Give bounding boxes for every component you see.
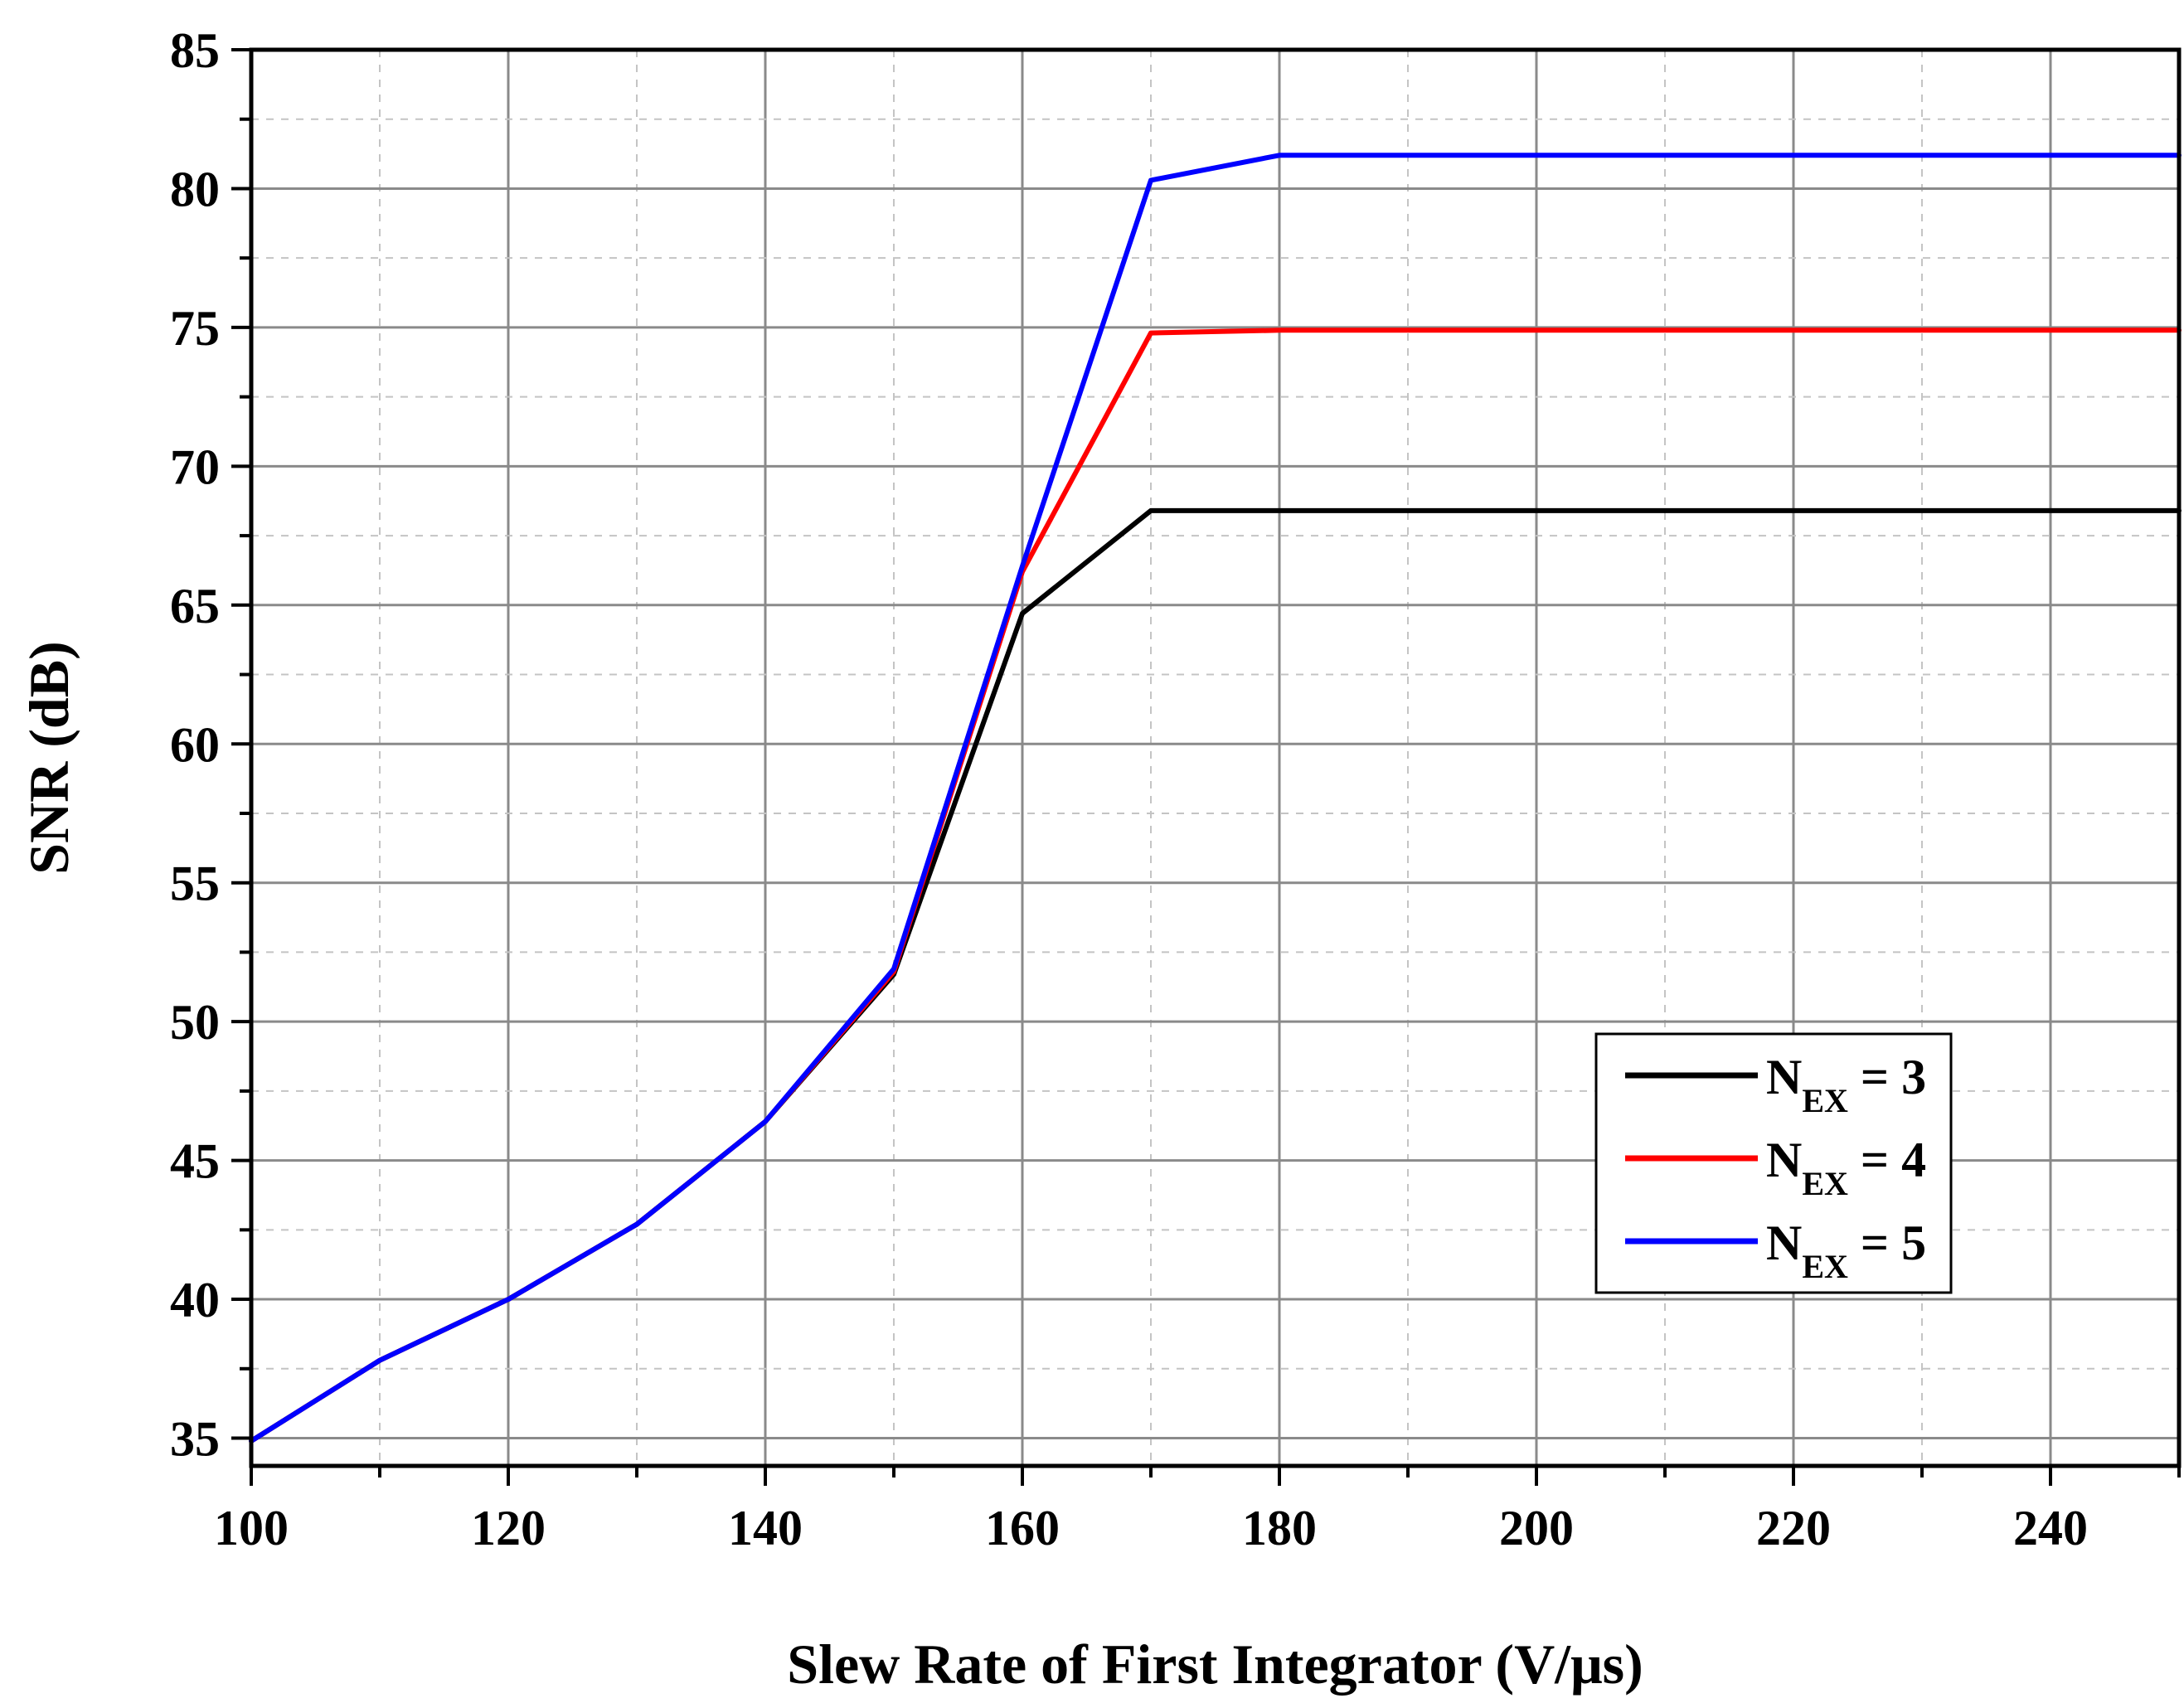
x-tick-label: 160	[985, 1501, 1060, 1555]
y-axis-tick-labels: 35 40 45 50 55 60 65 70 75 80 85	[170, 23, 220, 1467]
y-tick-label: 80	[170, 162, 220, 216]
grid	[251, 50, 2179, 1466]
legend: NEX = 3 NEX = 4 NEX = 5	[1594, 1032, 1953, 1294]
legend-label: NEX = 4	[1766, 1133, 1926, 1202]
x-tick-label: 220	[1756, 1501, 1831, 1555]
y-tick-label: 45	[170, 1134, 220, 1189]
y-tick-label: 60	[170, 717, 220, 772]
axis-ticks	[231, 48, 2181, 1486]
y-tick-label: 40	[170, 1273, 220, 1327]
y-axis-title: SNR (dB)	[17, 641, 80, 875]
x-tick-label: 140	[728, 1501, 803, 1555]
y-tick-label: 50	[170, 995, 220, 1050]
x-tick-label: 180	[1242, 1501, 1317, 1555]
y-tick-label: 85	[170, 23, 220, 78]
x-axis-title: Slew Rate of First Integrator (V/μs)	[787, 1633, 1643, 1696]
y-tick-label: 55	[170, 856, 220, 911]
x-axis-tick-labels: 100 120 140 160 180 200 220 240	[214, 1501, 2088, 1555]
legend-label: NEX = 3	[1766, 1050, 1926, 1119]
y-tick-label: 70	[170, 439, 220, 494]
series-lines	[249, 153, 2182, 1444]
y-tick-label: 35	[170, 1412, 220, 1467]
y-tick-label: 75	[170, 301, 220, 356]
plot-frame	[249, 47, 2182, 1468]
series-line-5	[249, 153, 2182, 1444]
x-tick-label: 100	[214, 1501, 289, 1555]
legend-label: NEX = 5	[1766, 1215, 1926, 1285]
y-tick-label: 65	[170, 579, 220, 633]
series-line-3	[249, 507, 2182, 1444]
x-tick-label: 120	[471, 1501, 546, 1555]
x-tick-label: 200	[1499, 1501, 1574, 1555]
x-tick-label: 240	[2013, 1501, 2088, 1555]
